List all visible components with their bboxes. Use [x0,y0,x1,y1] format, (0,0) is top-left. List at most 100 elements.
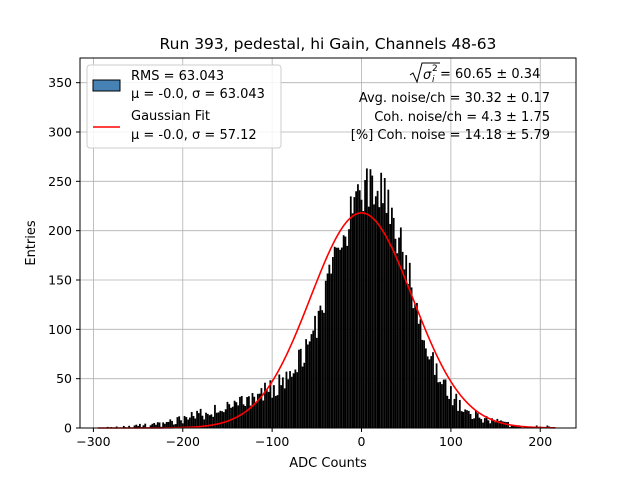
histogram-bar [466,410,468,428]
histogram-bar [462,411,465,428]
histogram-bar [424,348,427,428]
histogram-bar [414,304,417,428]
histogram-bar [189,417,191,428]
histogram-bar [217,412,220,428]
histogram-bar [444,379,447,428]
histogram-bar [251,393,254,428]
histogram-bar [301,366,304,428]
histogram-bar [156,422,159,428]
histogram-bar [355,191,358,428]
histogram-bar [492,420,495,428]
histogram-bar [435,363,438,428]
histogram-bar [178,416,181,428]
histogram-bar [501,421,504,428]
histogram-bar [483,418,486,428]
histogram-bar [203,419,206,428]
histogram-bar [508,426,511,428]
histogram-bar [385,212,388,428]
histogram-bar [197,413,200,428]
legend-box [86,64,282,149]
svg-text:i: i [432,75,435,85]
histogram-bar [342,235,345,428]
histogram-bar [144,423,147,428]
histogram-bar [344,236,347,428]
histogram-bar [485,416,488,428]
histogram-bar [498,420,501,428]
histogram-bar [128,425,131,428]
histogram-bar [353,197,356,428]
histogram-bar [480,419,483,428]
histogram-bar [280,385,282,428]
histogram-bar [180,420,182,428]
legend-histogram-swatch [92,79,121,92]
histogram-bar [448,398,450,428]
y-tick-label: 50 [56,371,72,386]
histogram-bar [305,339,307,428]
noise-annotations: σ i 2 = 60.65 ± 0.34 Avg. noise/ch = 30.… [351,62,550,143]
histogram-bar [212,416,215,428]
histogram-bar [185,417,188,428]
histogram-bar [482,422,484,428]
histogram-bar [360,199,363,428]
histogram-bar [264,382,266,428]
histogram-bar [273,385,275,428]
histogram-bar [371,175,374,428]
histogram-bar [478,417,481,428]
y-axis-ticks: 0 50 100 150 200 250 300 350 [48,75,80,436]
histogram-bar [137,425,139,428]
histogram-bar [464,409,467,428]
x-axis-label: ADC Counts [289,456,367,471]
histogram-bar [365,168,368,428]
histogram-bar [317,310,320,428]
coh-noise: Coh. noise/ch = 4.3 ± 1.75 [374,110,550,125]
histogram-bar [242,404,245,428]
histogram-bar [149,425,152,428]
histogram-bar [303,362,306,428]
histogram-bar [299,348,302,428]
histogram-bar [321,310,324,428]
histogram-bar [219,410,222,428]
histogram-bar [441,384,443,428]
histogram-bar [396,253,399,428]
histogram-bar [255,402,257,428]
histogram-bar [274,395,277,428]
histogram-bar [433,374,436,428]
y-axis-label: Entries [24,220,39,266]
histogram-bar [369,169,372,428]
histogram-bar [249,405,252,428]
histogram-bar [348,229,350,428]
histogram-bar [244,405,247,428]
histogram-bar [335,247,338,428]
histogram-bar [194,418,197,428]
histogram-bar [380,172,383,428]
histogram-bar [289,371,291,428]
histogram-bar [467,410,470,428]
histogram-bar [469,414,472,428]
histogram-bar [328,264,331,428]
histogram-bar [246,397,249,428]
histogram-bar [519,426,522,428]
histogram-bar [426,356,429,428]
histogram-bar [285,371,288,428]
sigma-value: = 60.65 ± 0.34 [440,67,540,82]
histogram-bar [292,373,295,428]
svg-text:σ: σ [423,68,432,83]
histogram-bar [169,419,172,428]
histogram-bar [122,425,125,428]
y-tick-label: 250 [48,174,72,189]
histogram-bar [333,246,336,428]
histogram-bar [373,204,375,428]
histogram-bar [473,418,476,428]
histogram-bar [324,280,327,428]
histogram-bar [248,396,250,428]
histogram-bar [258,393,261,428]
histogram-bar [298,349,300,428]
histogram-bar [153,422,156,428]
x-tick-label: 100 [439,434,463,449]
legend-fit-stats: μ = -0.0, σ = 57.12 [131,128,257,143]
histogram-bar [256,393,259,428]
x-tick-label: −300 [76,434,110,449]
histogram-bar [510,424,513,428]
histogram-bar [487,420,490,428]
